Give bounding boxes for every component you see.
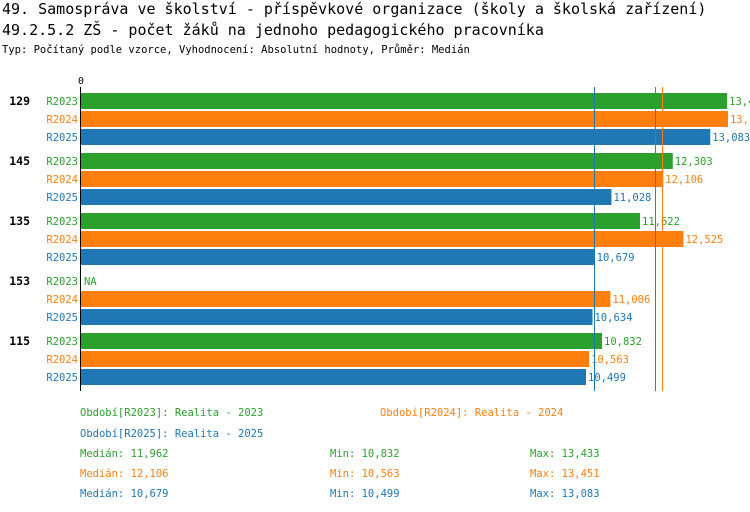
bar-r2025 [81,129,711,145]
bar-r2023 [81,213,641,229]
series-label: R2024 [46,114,78,126]
bar-chart: 0R202313,433R202413,451R202513,083129R20… [9,76,750,391]
stat-min: Min: 10,832 [330,448,400,460]
stat-median: Medián: 11,962 [80,448,169,460]
legend-item-r2025: Období[R2025]: Realita - 2025 [80,428,264,440]
series-label: R2025 [46,252,78,264]
bar-r2023 [81,333,603,349]
data-label: 11,622 [642,216,680,228]
chart-subtitle: 49.2.5.2 ZŠ - počet žáků na jednoho peda… [2,21,544,39]
data-label: 10,563 [591,354,629,366]
chart-info: Typ: Počítaný podle vzorce, Vyhodnocení:… [2,44,470,56]
series-label: R2023 [46,216,78,228]
series-label: R2025 [46,192,78,204]
bar-r2025 [81,309,593,325]
series-label: R2024 [46,174,78,186]
stat-max: Max: 13,451 [530,468,600,480]
stat-min: Min: 10,499 [330,488,400,500]
series-label: R2025 [46,312,78,324]
data-label-na: NA [84,276,97,288]
bar-r2023 [81,153,673,169]
bar-r2024 [81,291,611,307]
data-label: 11,006 [612,294,650,306]
data-label: 12,106 [665,174,703,186]
series-label: R2024 [46,234,78,246]
stat-median: Medián: 12,106 [80,468,169,480]
stat-max: Max: 13,433 [530,448,600,460]
bar-r2023 [81,93,728,109]
bar-r2024 [81,231,684,247]
stat-max: Max: 13,083 [530,488,600,500]
data-label: 10,499 [588,372,626,384]
group-label: 129 [9,94,30,108]
data-label: 12,303 [675,156,713,168]
bar-r2024 [81,351,590,367]
group-label: 145 [9,154,30,168]
legend-item-r2024: Období[R2024]: Realita - 2024 [380,407,564,419]
bar-r2024 [81,171,664,187]
data-label: 13,083 [712,132,750,144]
data-label: 13,433 [729,96,750,108]
bar-r2025 [81,189,612,205]
series-label: R2024 [46,294,78,306]
bar-r2025 [81,249,595,265]
data-label: 13,451 [730,114,750,126]
series-label: R2025 [46,132,78,144]
legend-item-r2023: Období[R2023]: Realita - 2023 [80,407,264,419]
data-label: 10,832 [604,336,642,348]
data-label: 10,679 [597,252,635,264]
group-label: 115 [9,334,30,348]
series-label: R2023 [46,276,78,288]
series-label: R2023 [46,156,78,168]
series-label: R2024 [46,354,78,366]
stat-min: Min: 10,563 [330,468,400,480]
series-label: R2025 [46,372,78,384]
group-label: 153 [9,274,30,288]
bar-r2024 [81,111,728,127]
chart-title: 49. Samospráva ve školství - příspěvkové… [2,0,707,18]
data-label: 11,028 [613,192,651,204]
series-label: R2023 [46,336,78,348]
data-label: 12,525 [685,234,723,246]
group-label: 135 [9,214,30,228]
data-label: 10,634 [594,312,632,324]
bar-r2025 [81,369,587,385]
stat-median: Medián: 10,679 [80,488,169,500]
series-label: R2023 [46,96,78,108]
axis-zero-label: 0 [78,76,84,87]
